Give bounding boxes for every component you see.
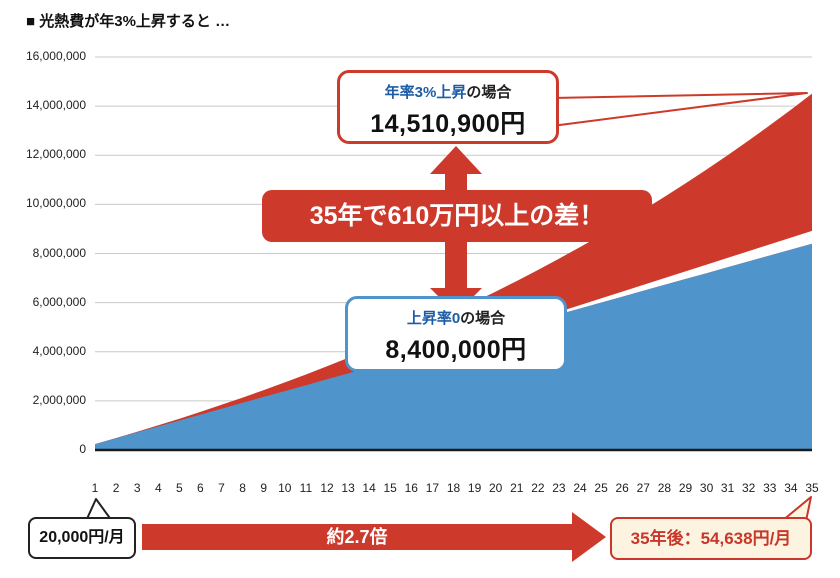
- x-tick-label: 24: [573, 481, 587, 495]
- x-tick-label: 27: [636, 481, 650, 495]
- x-tick-label: 10: [278, 481, 292, 495]
- y-tick-label: 2,000,000: [32, 392, 86, 407]
- x-tick-label: 14: [362, 481, 376, 495]
- y-tick-label: 14,000,000: [25, 98, 86, 113]
- chart-title: ■ 光熱費が年3%上昇すると …: [26, 13, 231, 30]
- ratio-arrow-label: 約2.7倍: [326, 527, 388, 547]
- x-tick-label: 29: [678, 481, 693, 495]
- x-tick-label: 12: [320, 481, 334, 495]
- x-tick-label: 33: [763, 481, 777, 495]
- x-tick-label: 17: [425, 481, 440, 495]
- callout-flat-label-rest: の場合: [460, 310, 506, 327]
- x-tick-label: 23: [552, 481, 566, 495]
- x-tick-label: 32: [742, 481, 756, 495]
- callout-flat-label-colored: 上昇率0: [406, 310, 461, 327]
- y-tick-label: 6,000,000: [32, 294, 86, 309]
- x-tick-label: 3: [133, 481, 141, 495]
- y-tick-label: 4,000,000: [32, 343, 86, 358]
- x-tick-label: 21: [510, 481, 524, 495]
- x-tick-label: 15: [383, 481, 397, 495]
- x-tick-label: 8: [239, 481, 246, 495]
- difference-banner: 35年で610万円以上の差！: [262, 190, 652, 242]
- y-tick-label: 10,000,000: [25, 196, 86, 211]
- x-tick-label: 5: [176, 481, 183, 495]
- callout-3percent-label-rest: の場合: [466, 84, 512, 101]
- x-tick-label: 4: [154, 481, 162, 495]
- callout-3percent-label-colored: 年率3%上昇: [384, 84, 467, 101]
- y-tick-label: 16,000,000: [25, 49, 86, 63]
- x-tick-label: 20: [489, 481, 503, 495]
- x-tick-label: 28: [657, 481, 672, 495]
- y-tick-label: 8,000,000: [32, 245, 86, 260]
- x-tick-label: 31: [720, 481, 735, 495]
- y-tick-label: 12,000,000: [25, 147, 86, 162]
- x-tick-label: 34: [784, 481, 798, 495]
- x-tick-label: 18: [446, 481, 461, 495]
- future-cost-box: 35年後：54,638円/月: [610, 517, 812, 560]
- x-tick-label: 1: [91, 481, 99, 495]
- x-tick-label: 25: [594, 481, 608, 495]
- callout-3percent-tail: [551, 92, 808, 127]
- y-tick-label: 0: [79, 442, 86, 456]
- x-tick-label: 11: [299, 481, 313, 495]
- callout-3percent-label: 年率3%上昇の場合: [340, 81, 556, 102]
- callout-flat: 上昇率0の場合 8,400,000円: [345, 296, 567, 372]
- x-tick-label: 7: [218, 481, 225, 495]
- x-tick-label: 9: [260, 481, 268, 495]
- x-tick-label: 13: [341, 481, 355, 495]
- callout-3percent-value: 14,510,900円: [370, 110, 526, 138]
- callout-3percent: 年率3%上昇の場合 14,510,900円: [337, 70, 559, 144]
- x-tick-label: 26: [615, 481, 629, 495]
- callout-flat-value: 8,400,000円: [385, 336, 527, 364]
- white-gap-wedge: [495, 230, 812, 333]
- callout-flat-label: 上昇率0の場合: [348, 307, 564, 328]
- x-tick-label: 35: [805, 481, 819, 495]
- x-tick-label: 30: [699, 481, 714, 495]
- x-tick-label: 22: [531, 481, 545, 495]
- x-tick-label: 16: [404, 481, 418, 495]
- monthly-cost-bubble: 20,000円/月: [28, 517, 136, 559]
- ratio-arrow-icon: [142, 512, 606, 562]
- x-tick-label: 6: [197, 481, 204, 495]
- x-tick-label: 2: [112, 481, 120, 495]
- x-tick-label: 19: [467, 481, 482, 495]
